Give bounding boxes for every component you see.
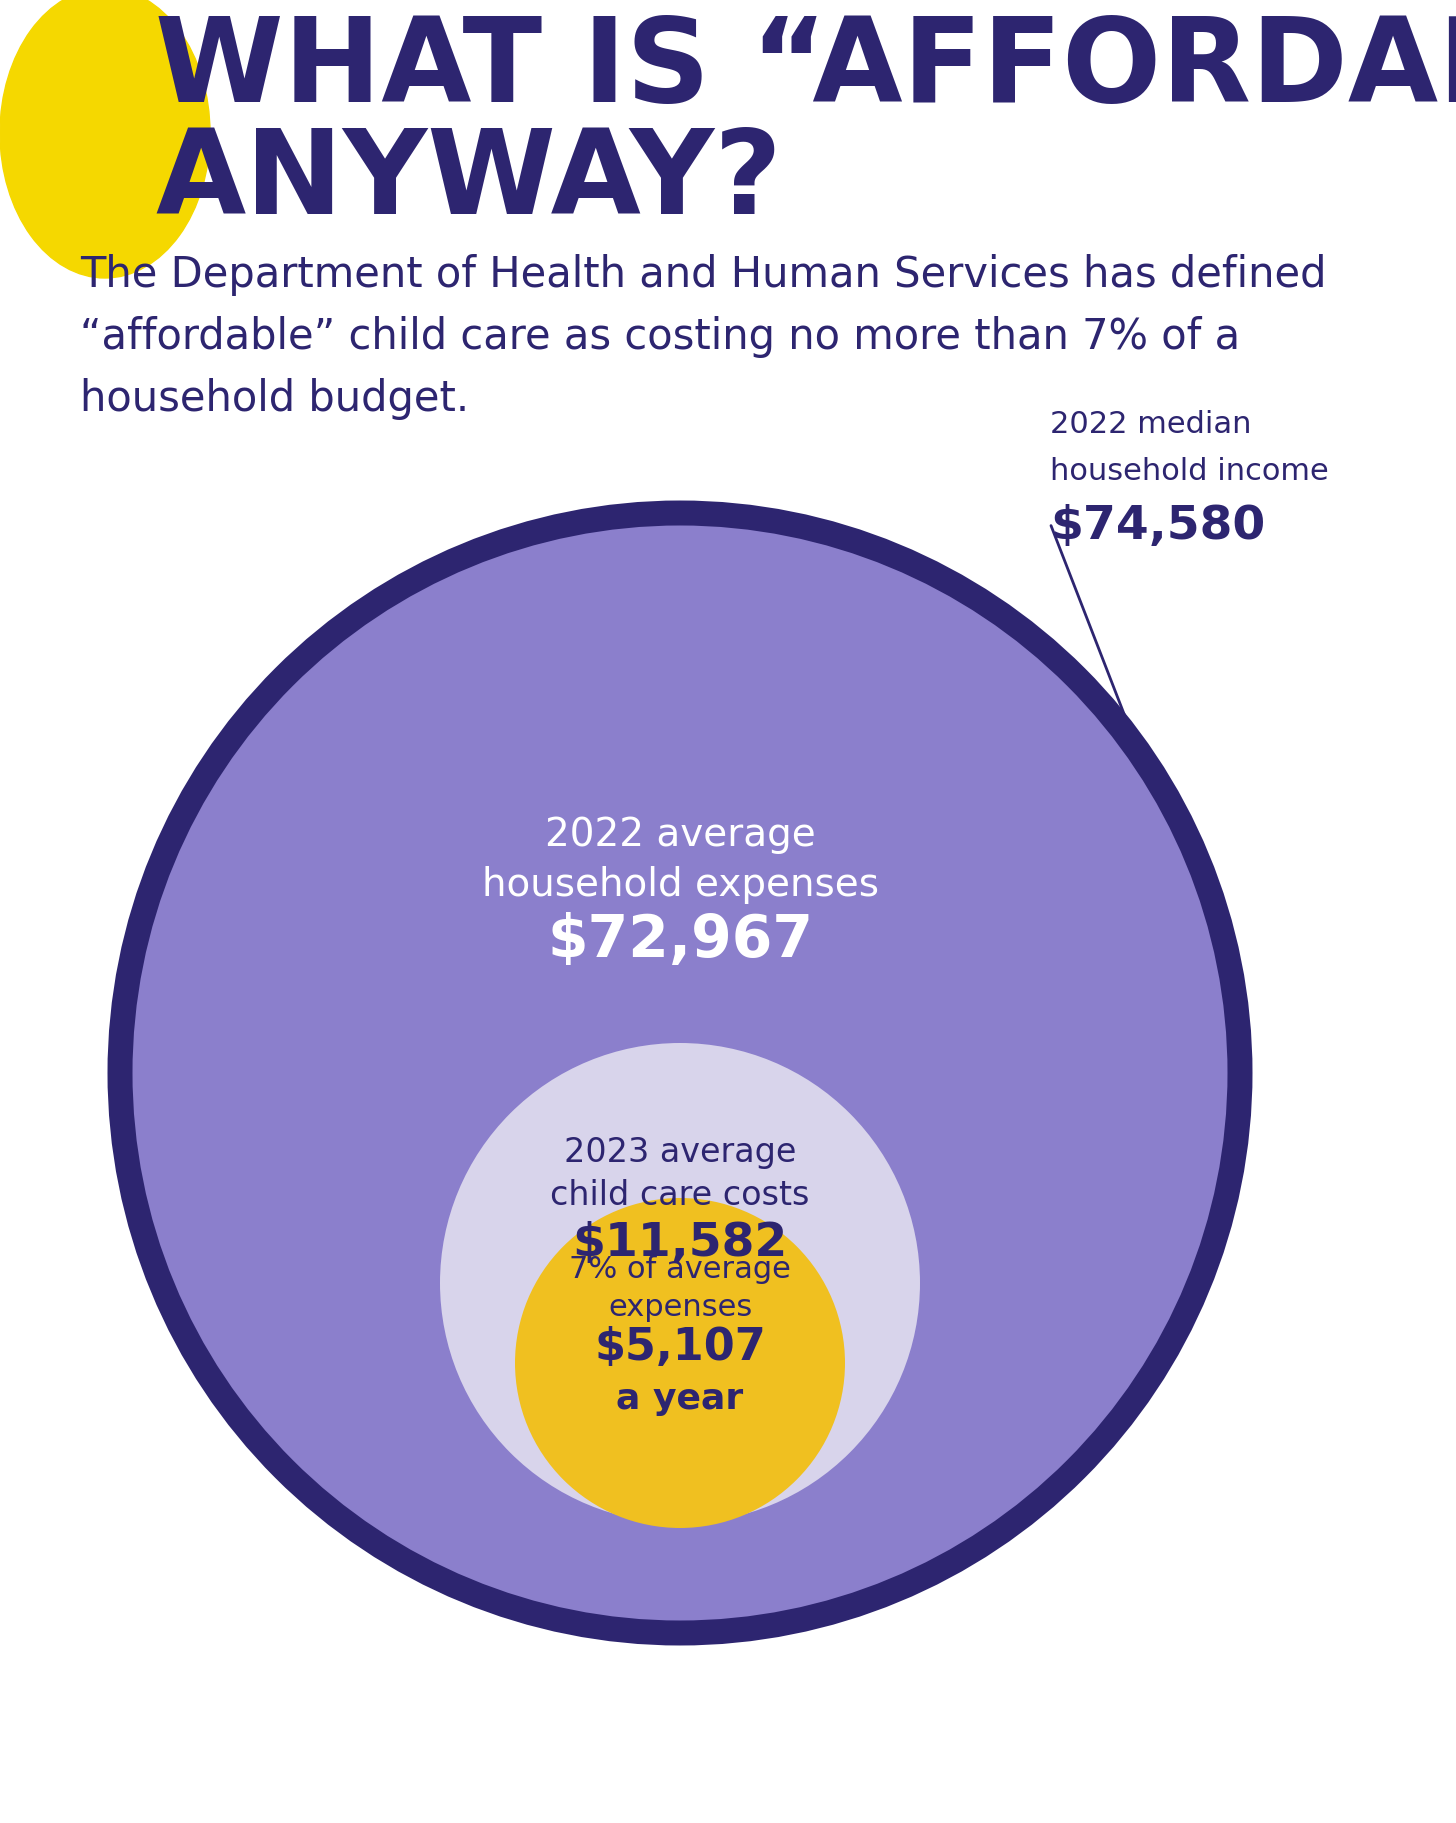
Text: child care costs: child care costs: [550, 1178, 810, 1210]
Text: ANYWAY?: ANYWAY?: [154, 124, 782, 239]
Circle shape: [440, 1043, 920, 1524]
Text: $72,967: $72,967: [547, 912, 812, 968]
Circle shape: [515, 1198, 844, 1528]
Ellipse shape: [0, 0, 210, 279]
Text: 2022 average: 2022 average: [545, 815, 815, 853]
Text: $74,580: $74,580: [1050, 503, 1265, 549]
Text: expenses: expenses: [607, 1293, 753, 1322]
Text: household expenses: household expenses: [482, 866, 878, 904]
Text: household income: household income: [1050, 458, 1329, 485]
Text: WHAT IS “AFFORDABLE,”: WHAT IS “AFFORDABLE,”: [154, 11, 1456, 126]
Text: a year: a year: [616, 1382, 744, 1415]
Text: 7% of average: 7% of average: [569, 1254, 791, 1283]
Text: $11,582: $11,582: [572, 1220, 788, 1265]
Text: 2022 median: 2022 median: [1050, 410, 1252, 439]
Circle shape: [119, 514, 1241, 1633]
Text: $5,107: $5,107: [594, 1325, 766, 1369]
Text: The Department of Health and Human Services has defined
“affordable” child care : The Department of Health and Human Servi…: [80, 253, 1326, 419]
Text: 2023 average: 2023 average: [563, 1136, 796, 1169]
